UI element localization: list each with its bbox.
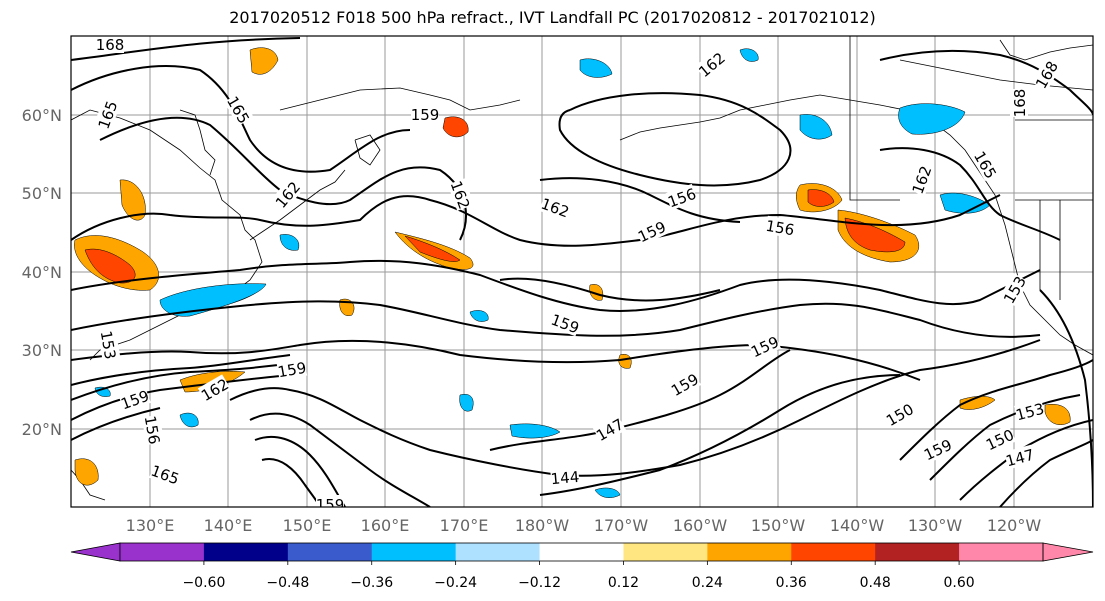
colorbar-tick-label: 0.24 (692, 575, 723, 591)
latitude-label: 30°N (22, 341, 62, 360)
map-frame (70, 35, 1094, 508)
longitude-labels: 130°E 140°E 150°E 160°E 170°E 180°W 170°W 160°W… (126, 516, 1042, 535)
anomaly-shade (898, 103, 966, 135)
chart-title: 2017020512 F018 500 hPa refract., IVT La… (229, 8, 876, 27)
anomaly-shade (469, 310, 489, 322)
anomaly-shade (279, 234, 300, 251)
colorbar-swatch (455, 543, 541, 561)
coastlines (71, 36, 1093, 501)
contour-label: 159 (276, 359, 307, 382)
contour-label: 162 (272, 178, 304, 212)
anomaly-shade (404, 235, 461, 262)
colorbar-tick-label: 0.48 (860, 575, 891, 591)
anomaly-shade (594, 487, 621, 498)
colorbar-extend-high (1042, 542, 1094, 562)
contour-label: 147 (593, 415, 627, 445)
latitude-label: 20°N (22, 420, 62, 439)
contour-label: 159 (635, 218, 669, 246)
contour-label: 168 (96, 36, 125, 54)
anomaly-shade (119, 179, 146, 221)
anomaly-shade (442, 116, 469, 138)
longitude-label: 130°W (908, 516, 963, 535)
contour-label: 165 (95, 98, 122, 131)
latitude-label: 50°N (22, 184, 62, 203)
longitude-label: 120°W (987, 516, 1042, 535)
contour-label: 159 (118, 387, 151, 414)
anomaly-shade (844, 217, 906, 253)
anomaly-shade (249, 47, 279, 75)
longitude-label: 140°E (204, 516, 253, 535)
latitude-label: 40°N (22, 263, 62, 282)
contour-label: 162 (538, 195, 571, 222)
anomaly-shade (1044, 404, 1071, 425)
colorbar-swatch (707, 543, 792, 561)
contour-label: 150 (883, 400, 917, 430)
anomaly-shade (84, 248, 136, 284)
colorbar-tick-label: 0.36 (776, 575, 807, 591)
longitude-label: 150°E (283, 516, 332, 535)
anomaly-shade (799, 114, 833, 140)
anomaly-shade (579, 58, 613, 78)
anomaly-shade (459, 394, 474, 412)
contour-label: 168 (1011, 89, 1029, 118)
contour-label: 156 (665, 185, 698, 212)
longitude-label: 130°E (126, 516, 175, 535)
colorbar-swatch (791, 543, 876, 561)
contour-label: 153 (97, 329, 120, 360)
colorbar-swatch (875, 543, 960, 561)
anomaly-shade (159, 283, 267, 317)
colorbar-swatch (120, 543, 205, 561)
colorbar (70, 542, 1094, 562)
contour-label: 159 (668, 370, 702, 400)
colorbar-tick-labels: −0.60 −0.48 −0.36 −0.24 −0.12 0.12 0.24 0.36 0.4… (182, 561, 975, 591)
latitude-label: 60°N (22, 106, 62, 125)
contour-label: 147 (1004, 446, 1036, 471)
colorbar-tick-label: −0.12 (518, 575, 561, 591)
contour-label: 159 (316, 496, 345, 514)
anomaly-shade (509, 423, 561, 439)
longitude-label: 160°E (361, 516, 410, 535)
colorbar-tick-label: −0.48 (266, 575, 309, 591)
colorbar-swatch (203, 543, 289, 561)
anomaly-shade (739, 48, 759, 62)
latitude-labels: 60°N 50°N 40°N 30°N 20°N (22, 106, 62, 439)
contour-label: 153 (1014, 400, 1046, 425)
longitude-label: 170°W (594, 516, 649, 535)
longitude-label: 160°W (673, 516, 728, 535)
colorbar-tick-label: 0.60 (944, 575, 975, 591)
anomaly-shade (959, 396, 996, 410)
contour-label: 162 (909, 163, 936, 196)
longitude-label: 150°W (751, 516, 806, 535)
colorbar-tick-label: 0.12 (608, 575, 639, 591)
longitude-label: 180°W (515, 516, 570, 535)
anomaly-shade (807, 189, 835, 207)
colorbar-swatch (623, 543, 708, 561)
height-contours (71, 37, 1093, 507)
contour-label: 156 (141, 414, 164, 445)
anomaly-shade (179, 412, 199, 428)
colorbar-outline (119, 542, 1044, 562)
colorbar-swatch (287, 543, 373, 561)
anomaly-shade (589, 284, 604, 301)
colorbar-swatch (959, 543, 1044, 561)
contour-label: 165 (148, 462, 181, 489)
colorbar-tick-label: −0.60 (182, 575, 225, 591)
contour-label: 144 (550, 468, 580, 488)
colorbar-tick-label: −0.24 (434, 575, 477, 591)
colorbar-tick-label: −0.36 (350, 575, 393, 591)
anomaly-shade (74, 458, 99, 486)
contour-label: 159 (411, 106, 440, 124)
colorbar-extend-low (70, 542, 121, 562)
longitude-label: 140°W (830, 516, 885, 535)
colorbar-swatch (371, 543, 457, 561)
colorbar-swatch (539, 543, 624, 561)
longitude-label: 170°E (440, 516, 489, 535)
contour-label: 156 (764, 217, 795, 240)
